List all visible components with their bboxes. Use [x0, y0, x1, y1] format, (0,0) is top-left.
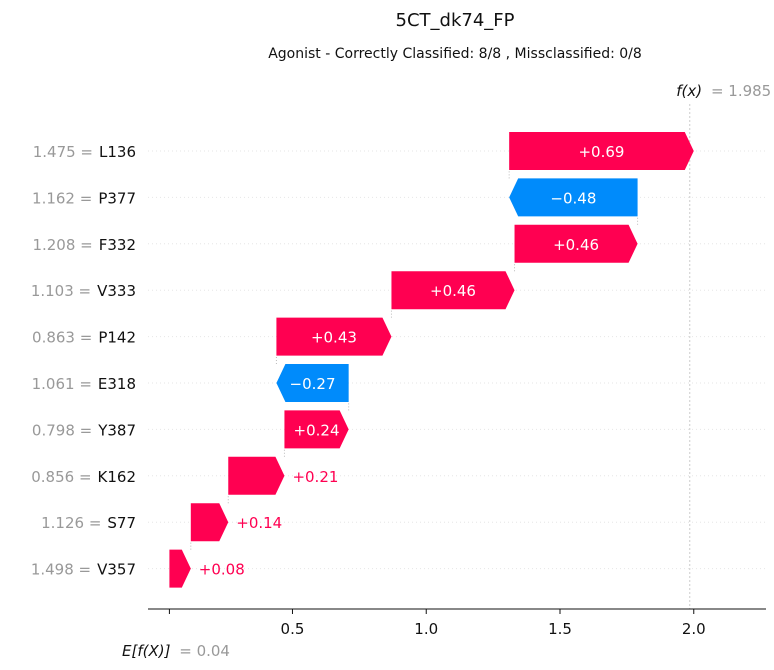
x-tick-label: 2.0 — [682, 620, 706, 638]
bar-value-label: +0.14 — [236, 514, 282, 532]
output-label: f(x) — [676, 82, 702, 100]
x-tick-label: 1.5 — [548, 620, 572, 638]
feature-value: 1.126 = — [41, 514, 101, 532]
feature-value: 1.498 = — [31, 561, 91, 579]
bar-connectors — [190, 170, 639, 550]
feature-name: L136 — [99, 143, 136, 161]
feature-name: F332 — [99, 236, 136, 254]
feature-label: 0.798 = Y387 — [32, 421, 136, 439]
feature-label: 1.498 = V357 — [31, 561, 136, 579]
bar-V357 — [169, 549, 191, 588]
feature-value: 0.798 = — [32, 421, 92, 439]
bar-value-label: −0.27 — [290, 375, 336, 393]
feature-value: 1.475 = — [33, 143, 93, 161]
x-tick-label: 0.5 — [281, 620, 305, 638]
bar-value-label: +0.21 — [292, 468, 338, 486]
feature-labels: 1.475 = L136 1.162 = P377 1.208 = F332 1.103 =… — [31, 143, 136, 579]
base-value-label: E[f(X)] = 0.04 — [122, 642, 230, 660]
bar-value-label: +0.46 — [553, 236, 599, 254]
feature-label: 1.162 = P377 — [32, 189, 136, 207]
bars-group: +0.69 −0.48 +0.46 +0.46 +0.43 −0.27 +0.24 +0.21… — [169, 132, 694, 588]
feature-label: 1.208 = F332 — [32, 236, 136, 254]
chart-subtitle: Agonist - Correctly Classified: 8/8 , Mi… — [268, 46, 642, 62]
bar-value-label: +0.69 — [578, 143, 624, 161]
chart-title: 5CT_dk74_FP — [396, 10, 515, 31]
bar-value-label: +0.43 — [311, 329, 357, 347]
bar-L136 — [509, 132, 694, 170]
bar-P377 — [509, 178, 638, 217]
bar-value-label: −0.48 — [550, 189, 596, 207]
base-label: E[f(X)] — [122, 642, 171, 660]
feature-value: 1.162 = — [32, 189, 92, 207]
feature-name: Y387 — [97, 421, 136, 439]
feature-label: 1.103 = V333 — [31, 282, 136, 300]
bar-Y387 — [284, 410, 349, 449]
feature-value: 0.856 = — [31, 468, 91, 486]
bar-P142 — [276, 317, 392, 356]
feature-name: E318 — [98, 375, 136, 393]
feature-label: 1.126 = S77 — [41, 514, 136, 532]
x-tick-label: 1.0 — [414, 620, 438, 638]
bar-value-label: +0.08 — [199, 561, 245, 579]
bar-S77 — [190, 503, 229, 542]
feature-label: 1.061 = E318 — [32, 375, 136, 393]
feature-name: S77 — [107, 514, 136, 532]
feature-name: V333 — [97, 282, 136, 300]
feature-name: K162 — [98, 468, 136, 486]
feature-value: 1.061 = — [32, 375, 92, 393]
feature-label: 1.475 = L136 — [33, 143, 136, 161]
bar-value-label: +0.46 — [430, 282, 476, 300]
row-gridlines — [148, 150, 766, 570]
bar-V333 — [391, 271, 515, 310]
base-value-text: = 0.04 — [179, 642, 230, 660]
output-value-label: f(x) = 1.985 — [676, 82, 771, 100]
feature-name: P377 — [98, 189, 136, 207]
feature-value: 1.208 = — [32, 236, 92, 254]
bar-E318 — [276, 364, 349, 402]
feature-label: 0.863 = P142 — [32, 329, 136, 347]
output-value-text: = 1.985 — [711, 82, 771, 100]
feature-value: 0.863 = — [32, 329, 92, 347]
feature-label: 0.856 = K162 — [31, 468, 136, 486]
feature-name: V357 — [97, 561, 136, 579]
bar-F332 — [514, 224, 638, 263]
bar-K162 — [228, 456, 285, 495]
feature-value: 1.103 = — [31, 282, 91, 300]
x-axis: 0.5 1.0 1.5 2.0 — [148, 608, 766, 638]
feature-name: P142 — [98, 329, 136, 347]
bar-value-label: +0.24 — [294, 421, 340, 439]
